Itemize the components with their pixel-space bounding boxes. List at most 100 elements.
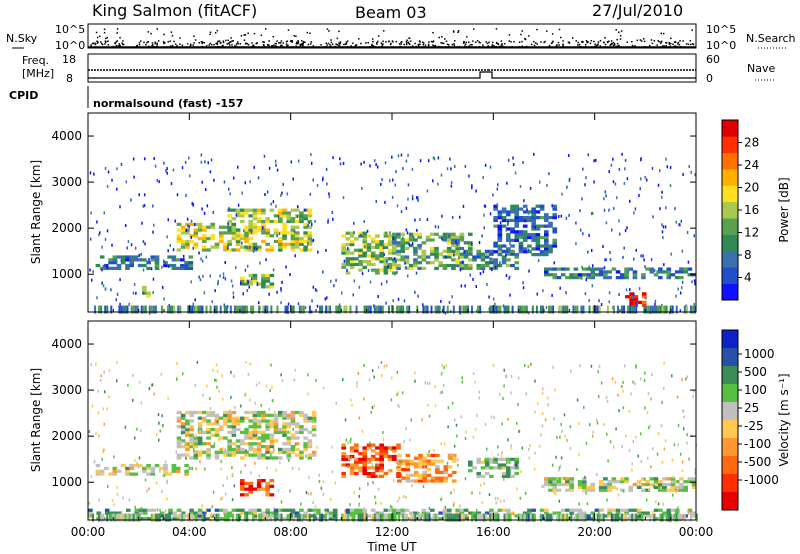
power-speckle [377, 165, 379, 169]
nsky-dot [660, 40, 663, 43]
power-cell [629, 300, 634, 305]
power-cell [248, 248, 254, 252]
velocity-cell [261, 456, 266, 460]
velocity-speckle [358, 504, 360, 508]
velocity-ground-scatter [612, 513, 615, 522]
power-cell [223, 231, 228, 235]
nsky-dot [239, 43, 242, 45]
power-speckle [691, 280, 693, 284]
power-ground-scatter [653, 305, 656, 314]
nsky-dot [421, 41, 424, 44]
power-cell [417, 255, 422, 259]
velocity-speckle [377, 487, 380, 491]
power-speckle [488, 295, 490, 299]
velocity-cell [670, 517, 676, 521]
beam-title: Beam 03 [355, 3, 427, 22]
velocity-cell [261, 487, 266, 491]
power-ground-scatter [242, 305, 245, 314]
velocity-cell [586, 514, 591, 518]
power-cell [235, 236, 241, 241]
power-ground-scatter [266, 305, 269, 314]
power-speckle [660, 195, 663, 199]
power-cell [273, 214, 279, 218]
power-cell [510, 244, 515, 248]
power-cell [383, 262, 389, 267]
power-speckle [161, 285, 164, 289]
velocity-cell [409, 473, 415, 477]
velocity-cell [670, 488, 676, 492]
velocity-speckle [628, 410, 631, 414]
power-speckle [471, 184, 473, 188]
velocity-speckle [686, 433, 688, 437]
velocity-cell [252, 413, 258, 417]
power-ground-scatter [223, 305, 226, 314]
velocity-ground-scatter [600, 513, 603, 522]
nsky-dot [530, 43, 533, 46]
velocity-speckle [457, 458, 459, 462]
nsky-dot [336, 37, 339, 40]
velocity-cell [598, 488, 604, 492]
velocity-cell [189, 427, 194, 432]
power-cell [142, 288, 147, 292]
power-speckle [343, 259, 346, 263]
nsky-dot [119, 44, 121, 47]
velocity-speckle [540, 433, 542, 437]
velocity-cell [218, 416, 224, 420]
velocity-ground-scatter [665, 513, 668, 522]
velocity-ground-scatter [625, 513, 628, 522]
velocity-cell [480, 466, 486, 470]
power-cell [628, 267, 634, 271]
power-speckle [219, 274, 221, 278]
nsky-dot [346, 40, 349, 42]
power-speckle [382, 245, 385, 249]
nsky-dot [312, 45, 315, 47]
power-cell [261, 276, 266, 280]
velocity-speckle [523, 364, 526, 368]
velocity-cell [392, 449, 397, 453]
power-cell [535, 210, 541, 214]
power-speckle [509, 293, 511, 297]
velocity-cell [396, 466, 401, 470]
power-cell [544, 273, 549, 277]
nsky-dot [408, 37, 411, 39]
velocity-speckle [288, 453, 291, 457]
nsky-dot [256, 42, 258, 44]
velocity-speckle [606, 399, 609, 403]
velocity-cell [240, 450, 245, 454]
power-cell [548, 250, 553, 254]
velocity-cell [392, 511, 397, 515]
velocity-cell [290, 450, 296, 454]
power-cell [278, 236, 283, 241]
nsky-dot [329, 45, 332, 47]
power-cell [417, 232, 422, 236]
velocity-cell [443, 479, 449, 483]
power-cell [189, 239, 194, 244]
power-speckle [297, 302, 300, 306]
power-y-tick-label: 4000 [51, 129, 82, 143]
velocity-speckle [476, 413, 478, 417]
power-cell [146, 294, 151, 298]
power-speckle [281, 191, 283, 195]
power-speckle [152, 230, 154, 234]
power-speckle [312, 178, 315, 182]
power-cell [227, 208, 232, 212]
power-cell [269, 245, 275, 249]
power-speckle [417, 294, 419, 298]
velocity-cell [603, 488, 608, 492]
power-colorbar-tick-label: 4 [744, 271, 752, 285]
power-speckle [575, 221, 577, 225]
velocity-cell [117, 511, 123, 515]
power-speckle [522, 161, 524, 165]
power-cell [683, 270, 688, 274]
velocity-cell [286, 447, 292, 452]
power-ground-scatter [345, 305, 348, 314]
power-speckle [693, 302, 696, 306]
velocity-cell [303, 511, 308, 515]
nsky-dot [335, 43, 337, 45]
velocity-cell [206, 517, 211, 521]
velocity-speckle [292, 427, 295, 431]
nsky-dot [486, 42, 489, 45]
velocity-cell [240, 481, 245, 486]
velocity-cell [218, 427, 224, 432]
power-cell [265, 234, 270, 238]
